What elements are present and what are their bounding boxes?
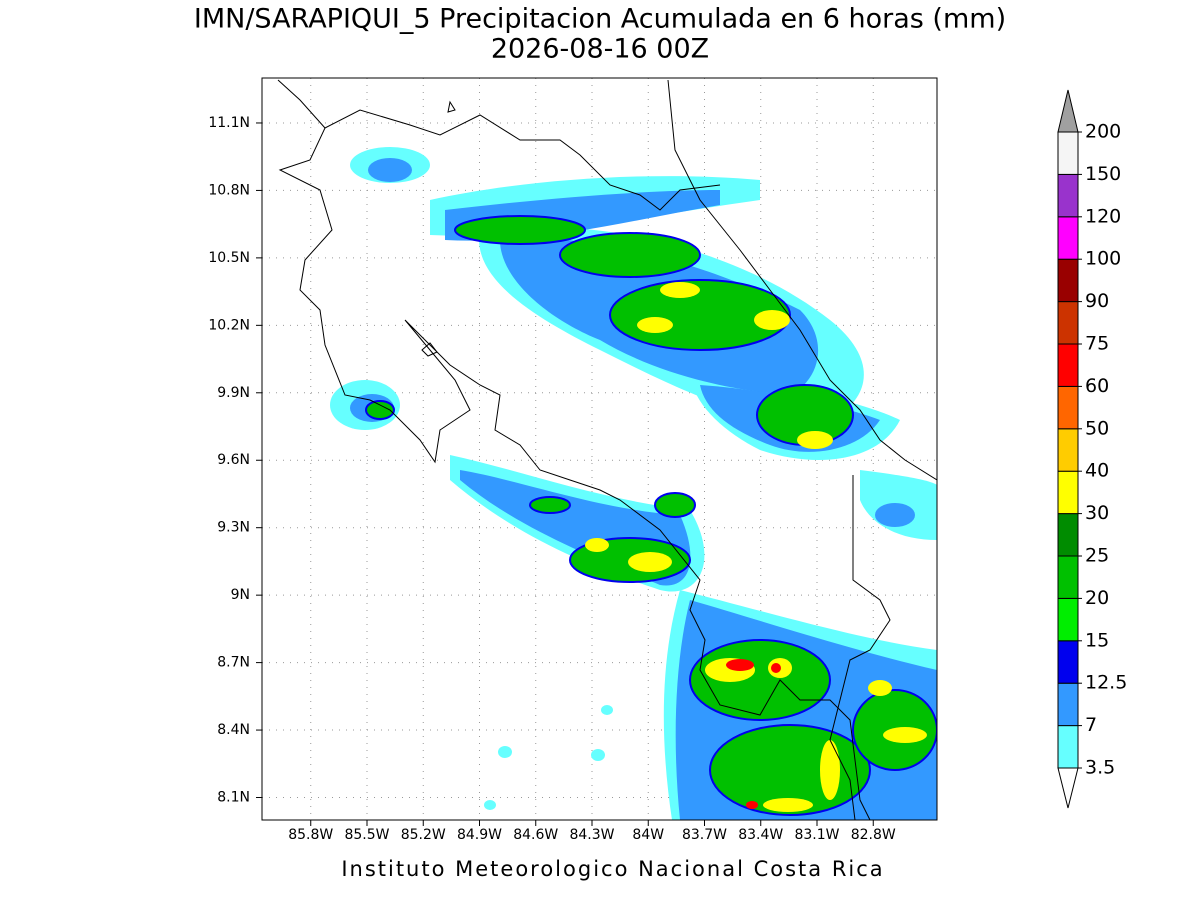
y-tick-label: 9N <box>231 587 250 603</box>
colorbar-label: 60 <box>1085 375 1109 397</box>
colorbar-box <box>1057 513 1079 557</box>
colorbar-box <box>1057 131 1079 175</box>
coastline <box>277 79 937 820</box>
subtitle: 2026-08-16 00Z <box>491 34 709 65</box>
colorbar-over <box>1057 89 1079 133</box>
y-tick-label: 8.1N <box>217 790 250 806</box>
colorbar-box <box>1057 385 1079 430</box>
x-tick-label: 85.5W <box>344 827 389 843</box>
x-tick-label: 83.4W <box>738 827 783 843</box>
colorbar-label: 50 <box>1085 417 1109 439</box>
x-tick-label: 85.2W <box>401 827 446 843</box>
colorbar-label: 7 <box>1085 714 1097 736</box>
map-frame <box>261 77 938 821</box>
colorbar-box <box>1057 343 1079 387</box>
colorbar-box <box>1057 301 1079 345</box>
colorbar-box <box>1057 555 1079 599</box>
colorbar-box <box>1057 470 1079 515</box>
title: IMN/SARAPIQUI_5 Precipitacion Acumulada … <box>194 4 1006 35</box>
colorbar-label: 150 <box>1085 163 1121 185</box>
colorbar-box <box>1057 258 1079 303</box>
y-tick-label: 10.5N <box>208 250 250 266</box>
y-tick-label: 8.7N <box>217 655 250 671</box>
x-tick-label: 84W <box>632 827 664 843</box>
x-tick-label: 84.3W <box>569 827 614 843</box>
colorbar-box <box>1057 597 1079 642</box>
x-tick-label: 84.9W <box>457 827 502 843</box>
x-tick-label: 83.7W <box>682 827 727 843</box>
x-tick-label: 82.8W <box>851 827 896 843</box>
colorbar-box <box>1057 173 1079 218</box>
colorbar-box <box>1057 428 1079 472</box>
colorbar-label: 20 <box>1085 587 1109 609</box>
footer: Instituto Meteorologico Nacional Costa R… <box>341 857 884 881</box>
colorbar-box <box>1057 725 1079 769</box>
rain-extreme <box>726 659 781 809</box>
colorbar-label: 200 <box>1085 121 1121 143</box>
x-tick-label: 83.1W <box>794 827 839 843</box>
colorbar-label: 12.5 <box>1085 672 1127 694</box>
colorbar-label: 30 <box>1085 502 1109 524</box>
colorbar-label: 40 <box>1085 460 1109 482</box>
colorbar-label: 25 <box>1085 545 1109 567</box>
colorbar-label: 120 <box>1085 205 1121 227</box>
colorbar-box <box>1057 216 1079 260</box>
colorbar-label: 15 <box>1085 629 1109 651</box>
colorbar: 3.5 7 12.5 15 20 25 30 40 50 60 75 90 100 120 150 200 <box>1057 89 1127 809</box>
colorbar-label: 100 <box>1085 248 1121 270</box>
y-tick-label: 11.1N <box>208 115 250 131</box>
y-tick-label: 10.2N <box>208 317 250 333</box>
colorbar-label: 3.5 <box>1085 757 1115 779</box>
colorbar-label: 75 <box>1085 333 1109 355</box>
rain-intense <box>585 282 927 812</box>
precipitation <box>277 79 937 820</box>
x-tick-label: 84.6W <box>513 827 558 843</box>
y-tick-label: 10.8N <box>208 182 250 198</box>
colorbar-box <box>1057 640 1079 684</box>
y-tick-label: 9.9N <box>217 385 250 401</box>
colorbar-under <box>1057 767 1079 809</box>
x-tick-label: 85.8W <box>288 827 333 843</box>
colorbar-box <box>1057 682 1079 727</box>
y-tick-label: 8.4N <box>217 722 250 738</box>
y-tick-label: 9.6N <box>217 452 250 468</box>
y-tick-label: 9.3N <box>217 520 250 536</box>
colorbar-label: 90 <box>1085 290 1109 312</box>
